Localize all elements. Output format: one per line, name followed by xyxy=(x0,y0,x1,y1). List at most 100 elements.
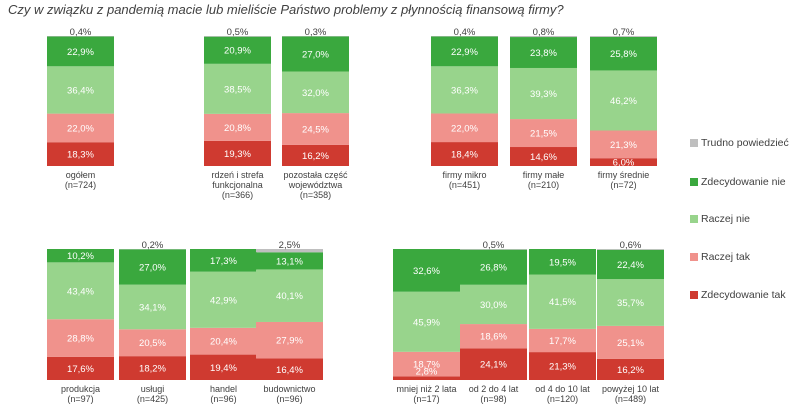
data-label: 32,6% xyxy=(413,266,440,277)
data-label: 39,3% xyxy=(530,89,557,100)
data-label: 17,7% xyxy=(549,336,576,347)
data-label: 19,3% xyxy=(224,149,251,160)
data-label: 40,1% xyxy=(276,291,303,302)
category-label: (n=489) xyxy=(615,394,646,404)
data-label: 45,9% xyxy=(413,317,440,328)
bar-segment xyxy=(282,71,349,114)
data-label: 0,5% xyxy=(483,240,505,251)
bar-segment xyxy=(47,113,114,143)
legend-label: Zdecydowanie tak xyxy=(701,289,786,301)
data-label: 0,5% xyxy=(227,27,249,38)
category-label: (n=97) xyxy=(67,394,93,404)
legend-label: Zdecydowanie nie xyxy=(701,176,786,188)
data-label: 22,9% xyxy=(67,47,94,58)
bar-segment xyxy=(282,113,349,145)
data-label: 17,6% xyxy=(67,364,94,375)
bar-segment xyxy=(190,327,257,355)
category-label: (n=72) xyxy=(610,180,636,190)
category-label: mniej niż 2 lata xyxy=(396,384,456,394)
bar-segment xyxy=(460,284,527,325)
category-label: (n=451) xyxy=(449,180,480,190)
legend-swatch xyxy=(690,291,698,299)
data-label: 36,3% xyxy=(451,85,478,96)
data-label: 25,1% xyxy=(617,338,644,349)
category-label: (n=98) xyxy=(480,394,506,404)
data-label: 18,4% xyxy=(451,150,478,161)
legend-label: Raczej tak xyxy=(701,251,751,263)
category-label: funkcjonalna xyxy=(212,180,263,190)
data-label: 21,3% xyxy=(549,362,576,373)
data-label: 10,2% xyxy=(67,251,94,262)
data-label: 24,5% xyxy=(302,125,329,136)
bar-segment xyxy=(510,119,577,148)
data-label: 20,4% xyxy=(210,337,237,348)
bar-segment xyxy=(590,36,657,71)
bar-segment xyxy=(47,36,114,37)
data-label: 23,8% xyxy=(530,48,557,59)
bar-segment xyxy=(282,36,349,72)
category-label: (n=96) xyxy=(276,394,302,404)
bar-segment xyxy=(597,249,664,280)
category-label: budownictwo xyxy=(263,384,315,394)
chart-title: Czy w związku z pandemią macie lub mieli… xyxy=(8,2,564,17)
bar-segment xyxy=(393,376,460,380)
category-label: ogółem xyxy=(66,170,96,180)
bar-segment xyxy=(282,144,349,166)
legend-label: Trudno powiedzieć xyxy=(701,137,789,149)
bar-segment xyxy=(47,262,114,320)
bar-segment xyxy=(190,271,257,328)
bar-segment xyxy=(597,358,664,380)
category-label: (n=425) xyxy=(137,394,168,404)
category-label: od 4 do 10 lat xyxy=(535,384,590,394)
category-label: (n=96) xyxy=(210,394,236,404)
bar-segment xyxy=(119,356,186,380)
bar-segment xyxy=(256,252,323,270)
category-label: (n=358) xyxy=(300,190,331,200)
data-label: 32,0% xyxy=(302,88,329,99)
data-label: 22,0% xyxy=(67,123,94,134)
bar-segment xyxy=(510,147,577,166)
bar-segment xyxy=(47,356,114,380)
data-label: 21,5% xyxy=(530,129,557,140)
bar-segment xyxy=(190,249,257,272)
data-label: 19,4% xyxy=(210,363,237,374)
bar-segment xyxy=(204,113,271,141)
category-label: (n=17) xyxy=(413,394,439,404)
bar-segment xyxy=(256,358,323,380)
data-label: 38,5% xyxy=(224,84,251,95)
data-label: 0,4% xyxy=(454,27,476,38)
data-label: 16,4% xyxy=(276,365,303,376)
data-label: 17,3% xyxy=(210,256,237,267)
bar-segment xyxy=(460,348,527,380)
bar-segment xyxy=(597,249,664,250)
bar-segment xyxy=(119,284,186,330)
bar-segment xyxy=(529,352,596,380)
legend-swatch xyxy=(690,215,698,223)
category-label: pozostała część xyxy=(283,170,348,180)
data-label: 24,1% xyxy=(480,360,507,371)
category-label: produkcja xyxy=(61,384,100,394)
bar-segment xyxy=(47,249,114,263)
data-label: 2,5% xyxy=(279,240,301,251)
data-label: 18,2% xyxy=(139,364,166,375)
data-label: 14,6% xyxy=(530,152,557,163)
data-label: 18,3% xyxy=(67,150,94,161)
category-label: województwa xyxy=(288,180,343,190)
bar-segment xyxy=(204,36,271,37)
bar-segment xyxy=(431,36,498,67)
data-label: 13,1% xyxy=(276,256,303,267)
data-label: 42,9% xyxy=(210,295,237,306)
category-label: (n=210) xyxy=(528,180,559,190)
category-label: (n=120) xyxy=(547,394,578,404)
bar-segment xyxy=(597,279,664,326)
bar-segment xyxy=(431,113,498,143)
data-label: 28,8% xyxy=(67,334,94,345)
data-label: 0,2% xyxy=(142,240,164,251)
bar-segment xyxy=(590,158,657,166)
bar-segment xyxy=(510,36,577,38)
category-label: firmy małe xyxy=(523,170,565,180)
data-label: 20,5% xyxy=(139,338,166,349)
bar-segment xyxy=(431,36,498,37)
bar-segment xyxy=(393,249,460,292)
